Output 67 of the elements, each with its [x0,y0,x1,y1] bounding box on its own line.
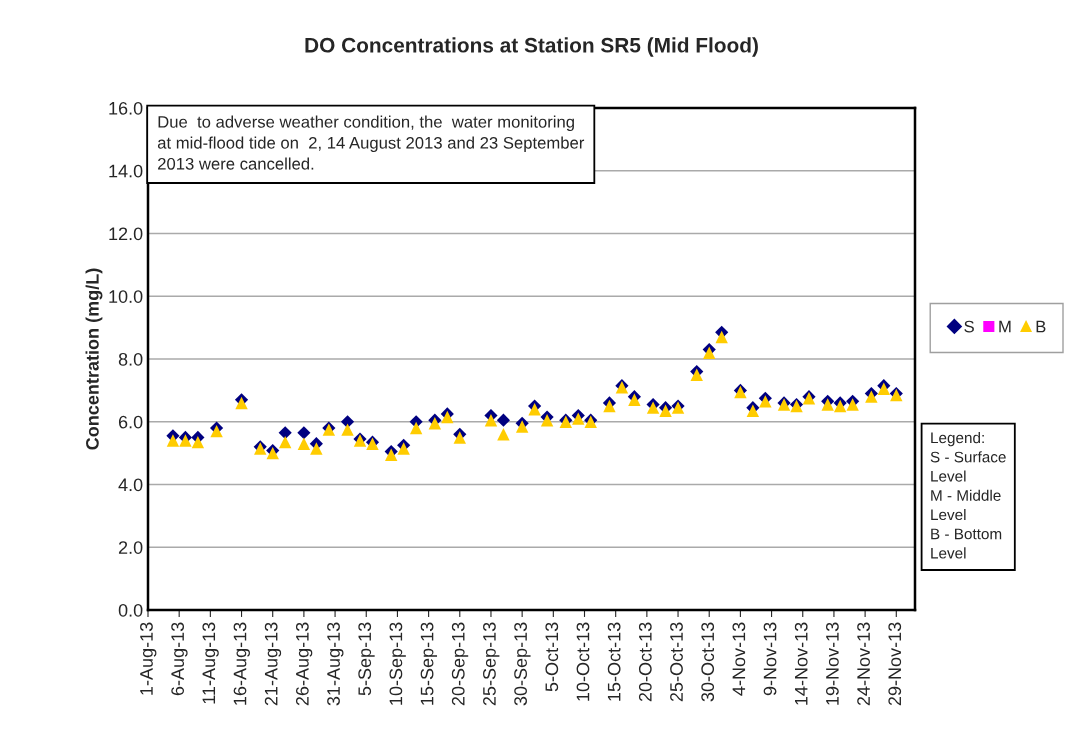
point [341,423,354,436]
y-tick-label: 2.0 [118,541,143,554]
x-tick-label: 14-Nov-13 [794,622,808,705]
point [453,431,466,444]
x-tick-label: 6-Aug-13 [171,622,188,696]
point [846,398,859,411]
y-axis-title: Concentration (mg/L) [85,268,103,450]
point [397,442,410,455]
text: Legend: S - Surface Level M - Middle Level B - Bottom Level [930,432,1006,559]
x-tick-label: 10-Oct-13 [576,622,590,701]
point [646,401,660,414]
point [572,412,585,425]
point [690,368,703,381]
y-tick-label: 16.0 [109,101,143,115]
y-tick-label: 8.0 [118,352,143,366]
x-tick-label: 29-Nov-13 [888,622,902,706]
x-tick-label: 11-Aug-13 [202,622,219,704]
chart-title: DO Concentrations at Station SR5 (Mid Flood) [305,37,758,57]
point [821,398,834,411]
x-tick-label: 16-Aug-13 [233,622,250,705]
y-tick-label: 4.0 [118,478,143,492]
point [409,421,423,435]
x-tick-label: 21-Aug-13 [264,622,282,706]
y-tick-label: 12.0 [109,227,143,241]
legend-label: B [1036,320,1046,333]
point [759,395,772,408]
point [278,435,292,449]
legend-label: M [999,320,1011,333]
x-tick-label: 1-Aug-13 [140,622,157,695]
point [715,330,728,344]
x-tick-label: 30-Sep-13 [514,622,531,706]
point [384,448,398,461]
x-tick-label: 26-Aug-13 [295,622,313,706]
x-tick-label: 19-Nov-13 [826,622,839,705]
x-tick-label: 15-Oct-13 [607,622,621,701]
point [297,426,311,440]
x-tick-label: 20-Oct-13 [638,622,652,702]
x-tick-label: 20-Sep-13 [451,622,469,706]
point [515,420,529,433]
legend-label: S [964,320,974,333]
point [497,428,510,441]
y-tick-label: 0.0 [118,603,143,617]
x-tick-label: 30-Oct-13 [701,622,715,702]
x-tick-label: 25-Sep-13 [483,622,500,706]
point [496,413,511,427]
annotation: Due to adverse weather condition, the water monitoring at mid-flood tide on 2, 14 August 2013 and 23 September 2013 were cancelled. [157,115,585,170]
point [278,426,292,440]
x-tick-label: 4-Nov-13 [732,622,746,696]
x-tick-label: 10-Sep-13 [389,622,406,705]
point [297,437,311,450]
y-tick-label: 10.0 [109,290,143,303]
point [428,417,442,430]
x-tick-label: 24-Nov-13 [857,622,870,706]
x-tick-label: 9-Nov-13 [763,622,777,696]
x-tick-label: 31-Aug-13 [327,622,344,706]
x-tick-label: 25-Oct-13 [670,622,683,702]
y-tick-label: 6.0 [118,415,143,429]
point [484,413,498,427]
point [865,390,878,403]
point [191,435,205,449]
x-tick-label: 15-Sep-13 [420,622,438,705]
x-tick-label: 5-Sep-13 [358,622,375,696]
x-tick-label: 5-Oct-13 [545,622,559,692]
point [179,434,192,447]
y-tick-label: 14.0 [109,164,143,178]
point [310,442,323,455]
point [166,434,180,447]
